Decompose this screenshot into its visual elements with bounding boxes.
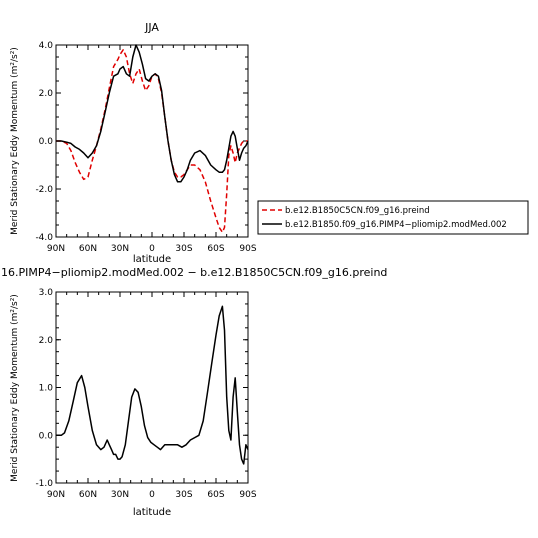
bottom-chart-x-tick-label: 90S [239,490,256,500]
top-chart-x-tick-label: 90N [47,244,65,254]
legend-box [257,200,529,235]
bottom-chart-x-axis-label: latitude [133,507,171,518]
bottom-chart-y-axis-label: Merid Stationary Eddy Momentum (m²/s²) [10,294,20,482]
bottom-chart-y-tick-label: 3.0 [39,288,54,298]
bottom-chart-y-tick-label: 0.0 [39,431,54,441]
bottom-chart: 16.PIMP4−pliomip2.modMed.002 − b.e12.B18… [1,266,387,518]
bottom-chart-x-tick-label: 30S [175,490,192,500]
bottom-chart-x-tick-label: 60N [79,490,97,500]
bottom-chart-y-tick-label: 2.0 [39,336,54,346]
top-chart-y-tick-label: -2.0 [35,185,53,195]
top-chart-y-axis-label: Merid Stationary Eddy Momentum (m²/s²) [10,47,20,235]
legend-label: b.e12.B1850C5CN.f09_g16.preind [285,206,430,216]
top-chart-y-tick-label: -4.0 [35,233,53,243]
bottom-chart-y-tick-label: 1.0 [39,384,54,394]
bottom-chart-y-tick-label: -1.0 [35,479,53,489]
top-chart-x-tick-label: 60N [79,244,97,254]
top-chart-y-tick-label: 4.0 [39,41,54,51]
top-chart: JJA Merid Stationary Eddy Momentum (m²/s… [10,21,257,265]
top-chart-series-line-1 [56,44,249,183]
bottom-chart-title: 16.PIMP4−pliomip2.modMed.002 − b.e12.B18… [1,266,387,279]
top-chart-frame [55,44,249,238]
top-chart-title: JJA [144,21,159,34]
top-chart-x-tick-label: 90S [239,244,256,254]
top-chart-x-tick-label: 0 [149,244,155,254]
top-chart-y-tick-label: 0.0 [39,137,54,147]
bottom-chart-x-tick-label: 60S [207,490,224,500]
bottom-chart-series-line-0 [56,305,249,465]
bottom-chart-x-tick-label: 0 [149,490,155,500]
bottom-chart-x-tick-label: 90N [47,490,65,500]
top-chart-x-tick-label: 60S [207,244,224,254]
top-chart-x-axis-label: latitude [133,254,171,265]
top-chart-x-tick-label: 30N [111,244,129,254]
bottom-chart-x-tick-label: 30N [111,490,129,500]
top-chart-y-tick-label: 2.0 [39,89,54,99]
top-chart-legend: b.e12.B1850C5CN.f09_g16.preind b.e12.B185… [257,200,529,235]
top-chart-x-tick-label: 30S [175,244,192,254]
legend-label: b.e12.B1850.f09_g16.PIMP4−pliomip2.modMe… [285,220,507,230]
